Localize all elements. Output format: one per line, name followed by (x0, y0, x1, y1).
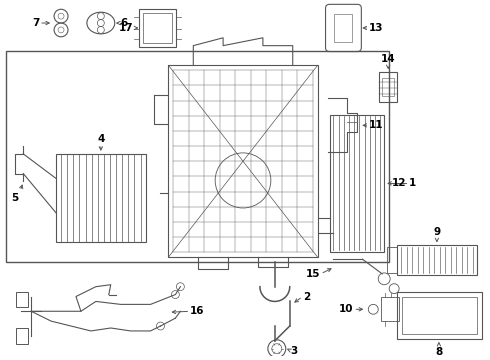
Text: 4: 4 (97, 134, 104, 144)
Bar (402, 297, 477, 334)
Bar (16, 292, 28, 307)
Text: 7: 7 (32, 18, 39, 28)
Text: 9: 9 (433, 228, 441, 238)
Text: 2: 2 (303, 292, 310, 302)
Text: 12: 12 (392, 179, 407, 188)
Text: 6: 6 (121, 18, 128, 28)
Bar (382, 78, 394, 96)
Bar (397, 292, 482, 339)
Bar (139, 9, 176, 47)
Text: 17: 17 (119, 23, 134, 33)
Text: 1: 1 (409, 179, 416, 188)
Bar (169, 65, 318, 257)
Bar (381, 297, 399, 321)
Text: 14: 14 (381, 54, 395, 64)
Text: 15: 15 (306, 269, 320, 279)
Bar (16, 328, 28, 344)
Bar (56, 154, 146, 242)
Text: 16: 16 (190, 306, 205, 316)
Bar (379, 72, 397, 102)
Text: 10: 10 (339, 304, 353, 314)
Text: 3: 3 (291, 346, 298, 356)
Text: 11: 11 (369, 120, 384, 130)
Bar (6, 50, 389, 262)
Bar (143, 13, 172, 43)
Text: 8: 8 (435, 347, 442, 357)
Text: 5: 5 (12, 193, 19, 203)
Bar (387, 247, 397, 273)
Bar (335, 14, 352, 42)
Text: 13: 13 (369, 23, 384, 33)
Bar (397, 246, 477, 275)
Bar (329, 114, 384, 252)
